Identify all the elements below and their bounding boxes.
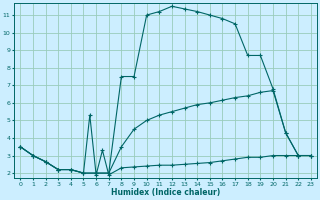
X-axis label: Humidex (Indice chaleur): Humidex (Indice chaleur) (111, 188, 220, 197)
